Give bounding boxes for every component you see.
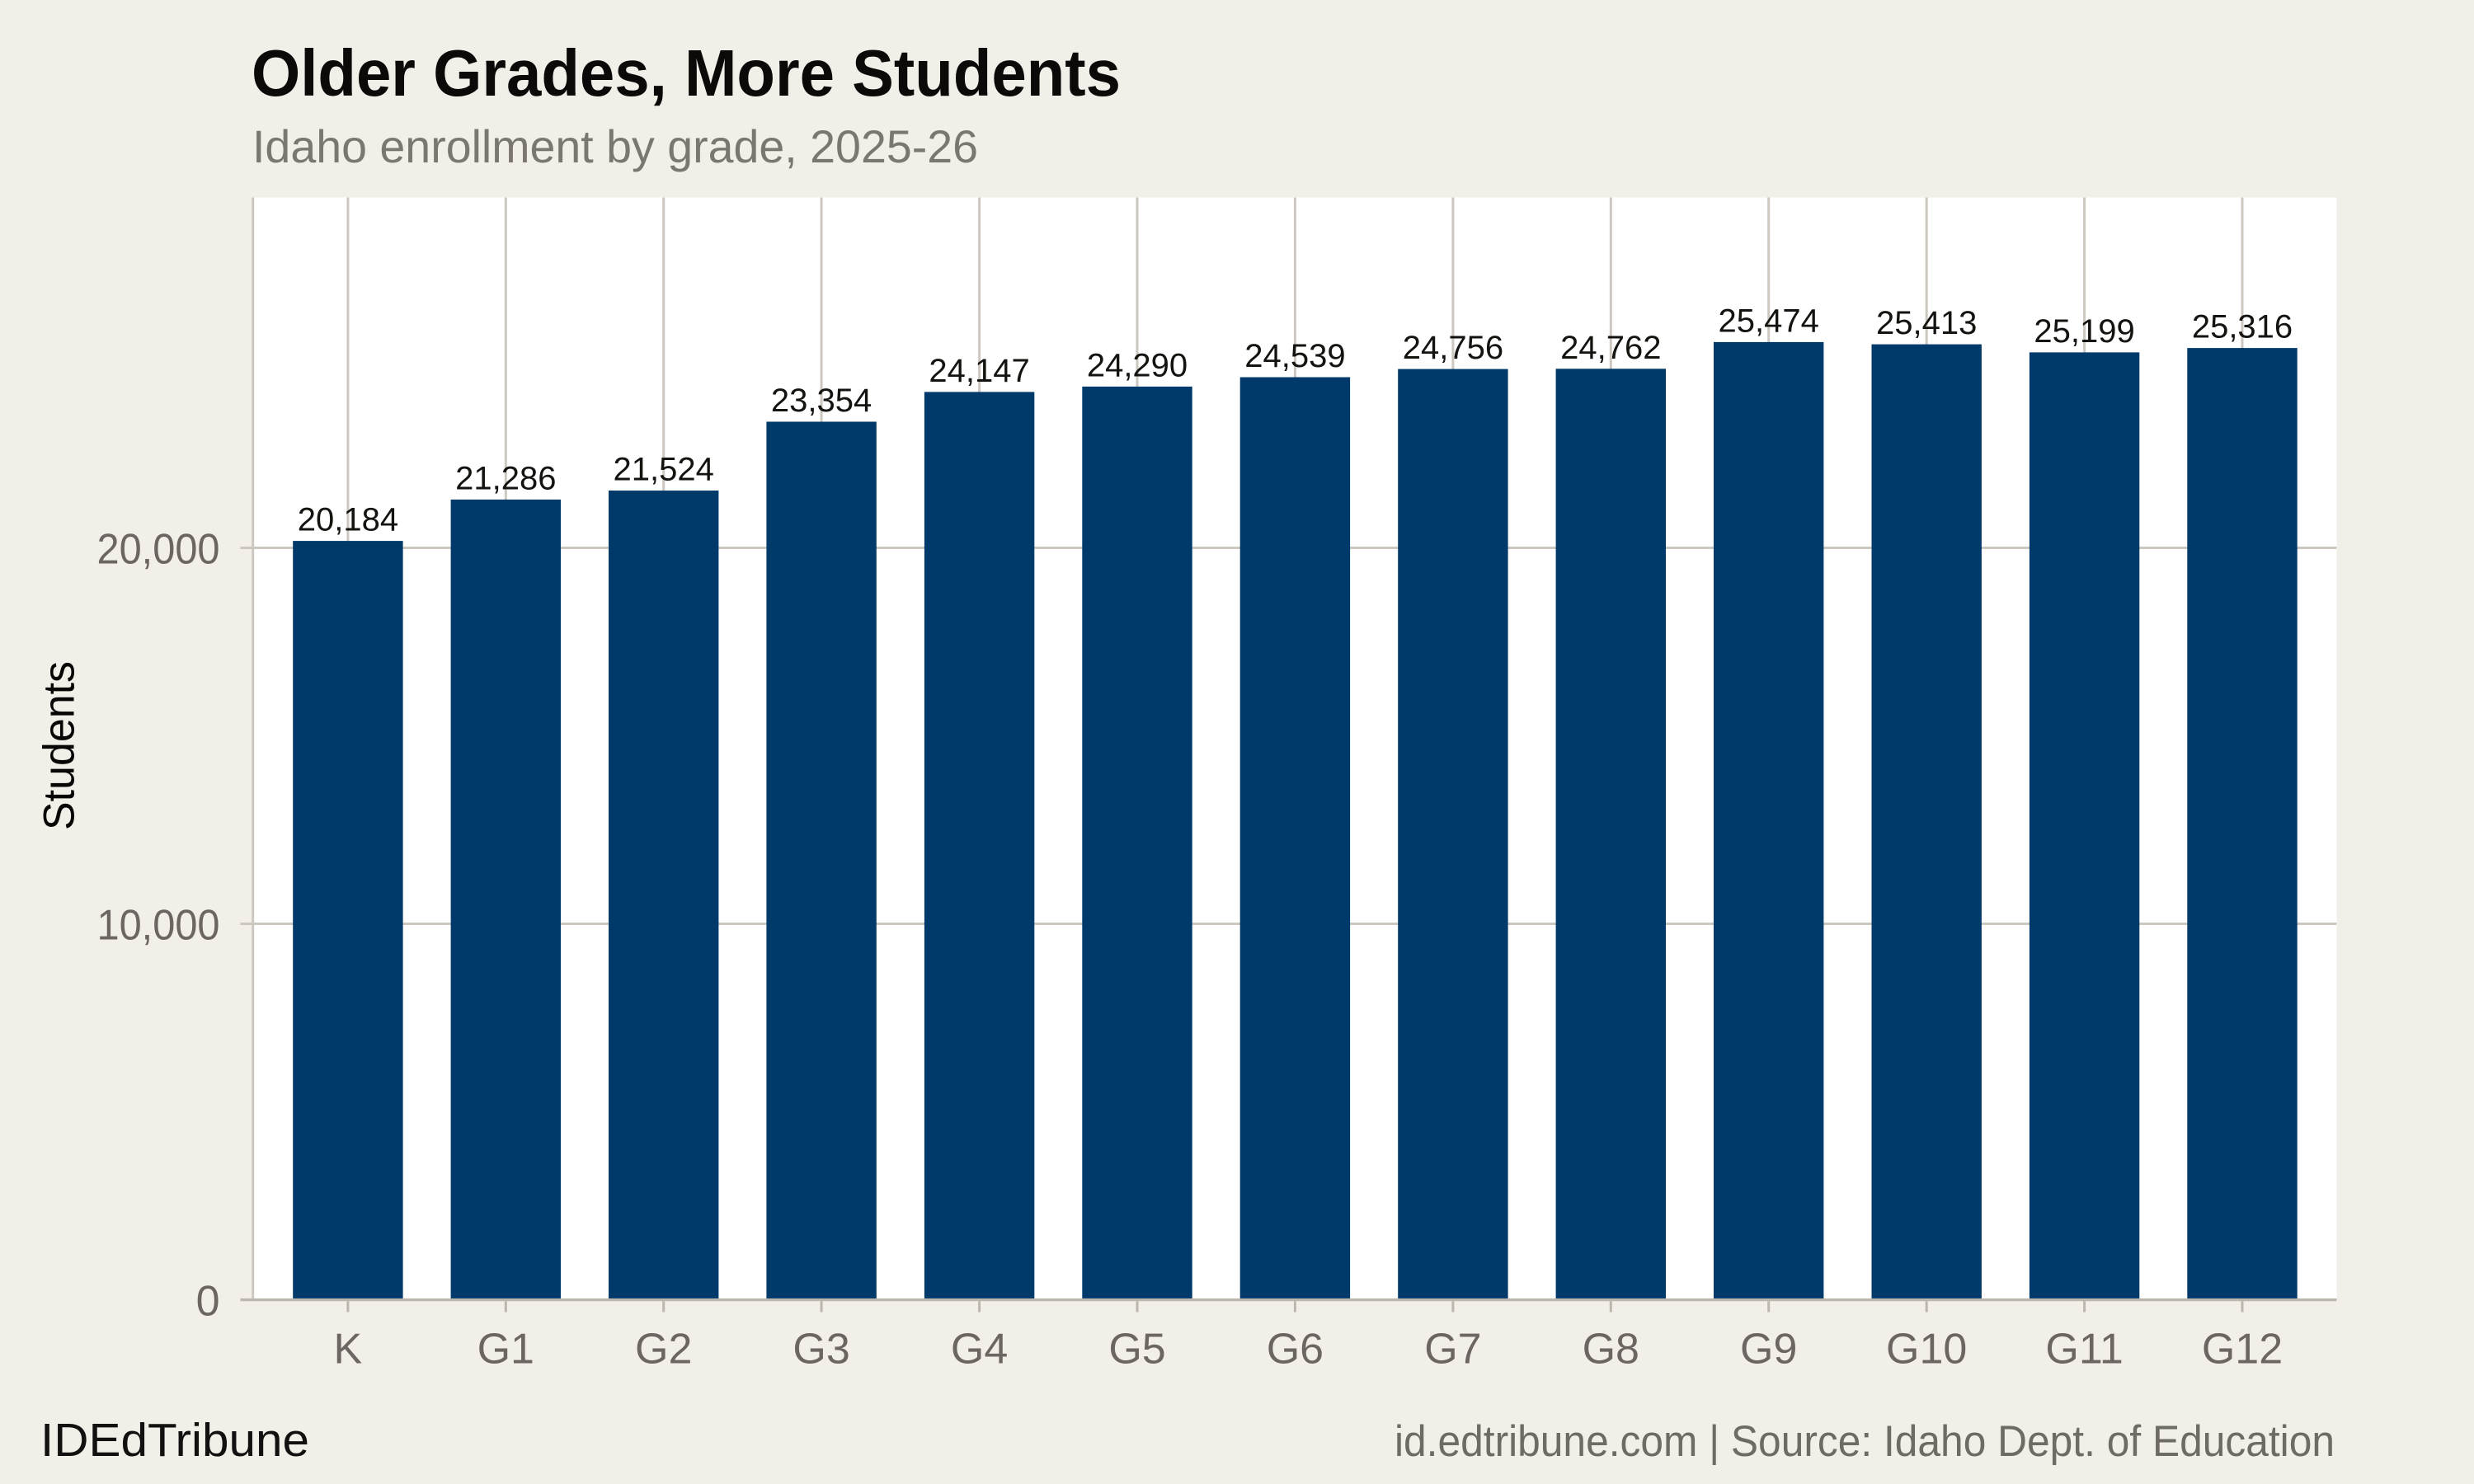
svg-text:25,316: 25,316 <box>2192 309 2293 345</box>
svg-text:Idaho enrollment by grade, 202: Idaho enrollment by grade, 2025-26 <box>252 120 978 172</box>
svg-text:24,147: 24,147 <box>929 353 1029 389</box>
svg-text:G6: G6 <box>1267 1325 1324 1373</box>
svg-text:24,539: 24,539 <box>1244 338 1345 374</box>
svg-text:G5: G5 <box>1108 1325 1165 1373</box>
svg-text:IDEdTribune: IDEdTribune <box>40 1414 309 1467</box>
svg-text:20,184: 20,184 <box>298 502 398 538</box>
svg-text:G9: G9 <box>1740 1325 1797 1373</box>
svg-text:25,474: 25,474 <box>1719 303 1819 339</box>
svg-text:G8: G8 <box>1583 1325 1639 1373</box>
svg-text:G11: G11 <box>2045 1325 2123 1373</box>
svg-text:25,199: 25,199 <box>2034 313 2134 350</box>
svg-text:10,000: 10,000 <box>97 902 220 950</box>
svg-text:G3: G3 <box>793 1325 849 1373</box>
svg-text:G12: G12 <box>2202 1325 2283 1373</box>
svg-text:G10: G10 <box>1886 1325 1967 1373</box>
svg-text:23,354: 23,354 <box>771 383 872 419</box>
svg-text:G1: G1 <box>477 1325 534 1373</box>
svg-text:id.edtribune.com | Source: Ida: id.edtribune.com | Source: Idaho Dept. o… <box>1395 1417 2335 1466</box>
svg-text:20,000: 20,000 <box>97 526 220 574</box>
svg-text:24,756: 24,756 <box>1403 330 1503 366</box>
svg-text:21,286: 21,286 <box>455 460 556 496</box>
svg-text:K: K <box>334 1325 363 1373</box>
svg-text:25,413: 25,413 <box>1876 305 1977 341</box>
svg-text:G4: G4 <box>951 1325 1008 1373</box>
svg-text:24,762: 24,762 <box>1560 330 1661 366</box>
svg-text:21,524: 21,524 <box>614 452 714 488</box>
svg-text:0: 0 <box>196 1278 220 1326</box>
svg-text:24,290: 24,290 <box>1087 347 1188 383</box>
svg-text:Older Grades, More Students: Older Grades, More Students <box>252 36 1121 110</box>
svg-text:Students: Students <box>35 661 84 830</box>
svg-text:G7: G7 <box>1424 1325 1481 1373</box>
svg-text:G2: G2 <box>635 1325 692 1373</box>
